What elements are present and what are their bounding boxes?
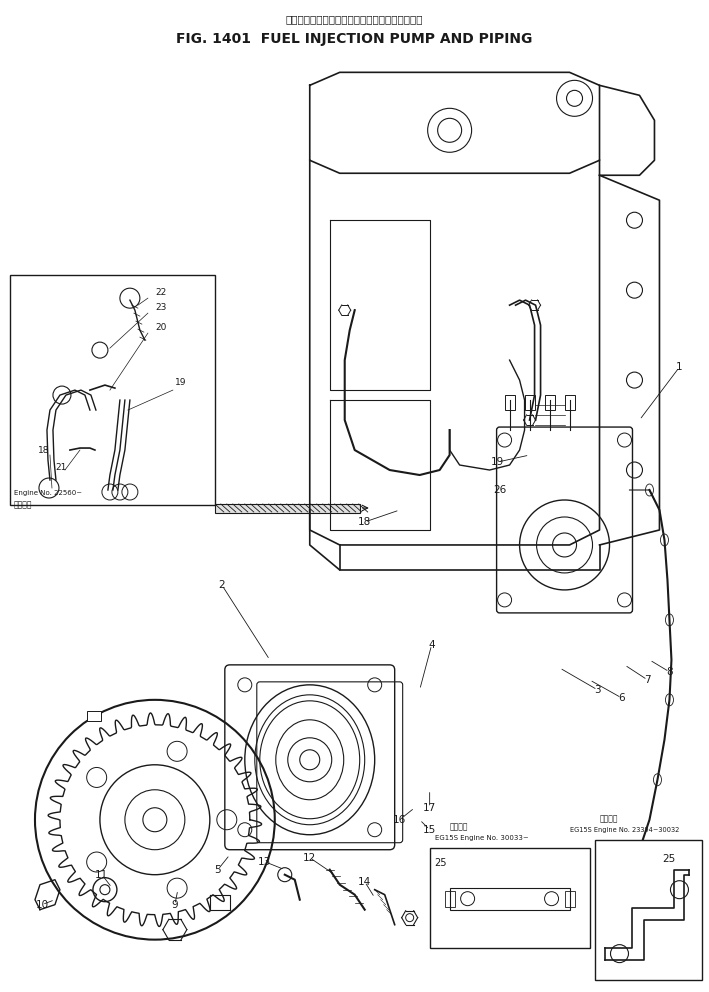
Text: 13: 13 [258,857,272,867]
Bar [10,275,215,505]
Text: 20: 20 [155,323,166,332]
Text: 25: 25 [435,858,447,868]
Text: 8: 8 [666,667,673,677]
Text: 19: 19 [491,457,504,467]
Text: 7: 7 [644,675,651,684]
Text: 5: 5 [215,865,221,875]
Text: 適用号機: 適用号機 [14,500,33,509]
Bar [564,891,574,907]
Text: 1: 1 [676,362,683,372]
Text: 14: 14 [358,877,372,887]
Text: 適用号機: 適用号機 [600,814,618,823]
Text: EG15S Engine No. 30033~: EG15S Engine No. 30033~ [435,834,528,841]
Bar [450,888,569,910]
Text: 16: 16 [393,814,406,824]
Text: 適用号機: 適用号機 [450,822,468,831]
Text: 19: 19 [175,378,186,387]
Text: 10: 10 [35,900,48,910]
Bar [505,395,515,410]
Text: 18: 18 [38,446,50,455]
Text: 12: 12 [303,853,316,863]
Text: 23: 23 [155,304,166,312]
Text: 6: 6 [618,692,625,703]
Bar [564,395,574,410]
Bar [87,711,101,721]
Text: 9: 9 [172,900,178,910]
Text: 21: 21 [55,463,67,472]
Text: 22: 22 [155,288,166,298]
Text: 3: 3 [594,684,601,694]
Text: 17: 17 [423,803,436,812]
Bar [445,891,454,907]
Bar [430,848,589,947]
Bar [595,839,703,980]
Text: フェルインジェクションポンプおよびパイピング: フェルインジェクションポンプおよびパイピング [286,15,423,25]
Text: 15: 15 [423,824,436,834]
Bar [545,395,554,410]
Text: 18: 18 [358,517,372,527]
Text: 11: 11 [95,870,108,880]
Text: 2: 2 [218,580,225,590]
Text: EG15S Engine No. 23394~30032: EG15S Engine No. 23394~30032 [569,826,679,832]
Bar [215,504,359,513]
Bar [525,395,535,410]
Text: FIG. 1401  FUEL INJECTION PUMP AND PIPING: FIG. 1401 FUEL INJECTION PUMP AND PIPING [176,33,532,47]
Text: 4: 4 [428,640,435,650]
Text: Engine No. 22560~: Engine No. 22560~ [14,490,82,496]
Text: 25: 25 [662,854,676,864]
Text: 26: 26 [493,485,506,495]
